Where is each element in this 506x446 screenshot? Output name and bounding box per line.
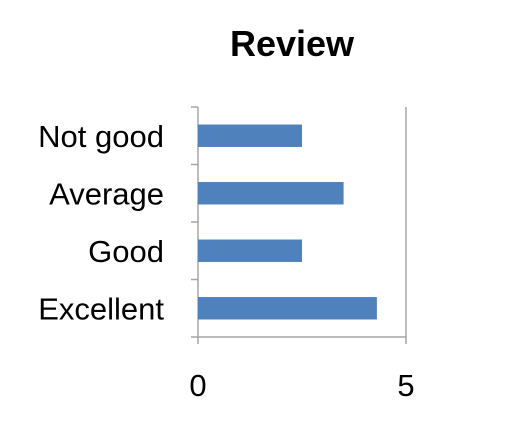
bars-group	[198, 124, 377, 320]
axis-ticks	[191, 106, 407, 344]
category-label: Excellent	[38, 291, 164, 326]
x-tick-label: 0	[189, 368, 206, 403]
category-labels: Not good Average Good Excellent	[38, 119, 164, 327]
category-label: Not good	[38, 119, 164, 154]
x-tick-label: 5	[397, 368, 414, 403]
bar-not-good	[198, 124, 302, 147]
bar-good	[198, 239, 302, 262]
bar-excellent	[198, 297, 377, 320]
chart-title: Review	[230, 23, 355, 64]
category-label: Average	[49, 176, 164, 211]
bar-average	[198, 182, 344, 205]
category-label: Good	[88, 234, 164, 269]
